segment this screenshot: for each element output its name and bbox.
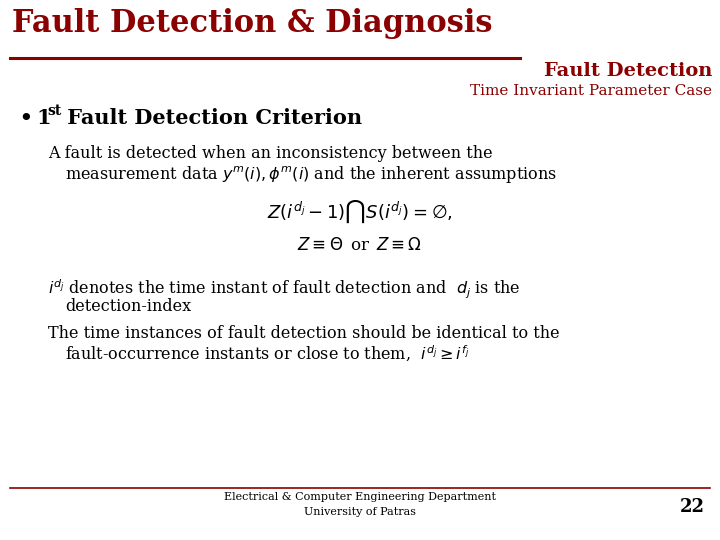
Text: Time Invariant Parameter Case: Time Invariant Parameter Case	[470, 84, 712, 98]
Text: measurement data $y^{m}(i),\phi^{m}(i)$ and the inherent assumptions: measurement data $y^{m}(i),\phi^{m}(i)$ …	[65, 164, 557, 185]
Text: 22: 22	[680, 498, 705, 516]
Text: 1: 1	[36, 108, 50, 128]
Text: Fault Detection: Fault Detection	[544, 62, 712, 80]
Text: Electrical & Computer Engineering Department: Electrical & Computer Engineering Depart…	[224, 492, 496, 502]
Text: $Z \equiv \Theta\,$ or $\,Z \equiv \Omega$: $Z \equiv \Theta\,$ or $\,Z \equiv \Omeg…	[297, 237, 423, 254]
Text: st: st	[47, 104, 61, 118]
Text: Fault Detection & Diagnosis: Fault Detection & Diagnosis	[12, 8, 492, 39]
Text: $i^{d_j}$ denotes the time instant of fault detection and  $d_j$ is the: $i^{d_j}$ denotes the time instant of fa…	[48, 278, 521, 301]
Text: detection-index: detection-index	[65, 298, 191, 315]
Text: The time instances of fault detection should be identical to the: The time instances of fault detection sh…	[48, 325, 559, 342]
Text: •: •	[18, 108, 32, 131]
Text: A fault is detected when an inconsistency between the: A fault is detected when an inconsistenc…	[48, 145, 492, 162]
Text: $Z\left(i^{d_j}-1\right)\bigcap S\left(i^{d_j}\right)= \varnothing,$: $Z\left(i^{d_j}-1\right)\bigcap S\left(i…	[267, 198, 453, 225]
Text: University of Patras: University of Patras	[304, 507, 416, 517]
Text: Fault Detection Criterion: Fault Detection Criterion	[60, 108, 362, 128]
Text: fault-occurrence instants or close to them,  $i^{d_j} \geq i^{f_j}$: fault-occurrence instants or close to th…	[65, 344, 469, 364]
